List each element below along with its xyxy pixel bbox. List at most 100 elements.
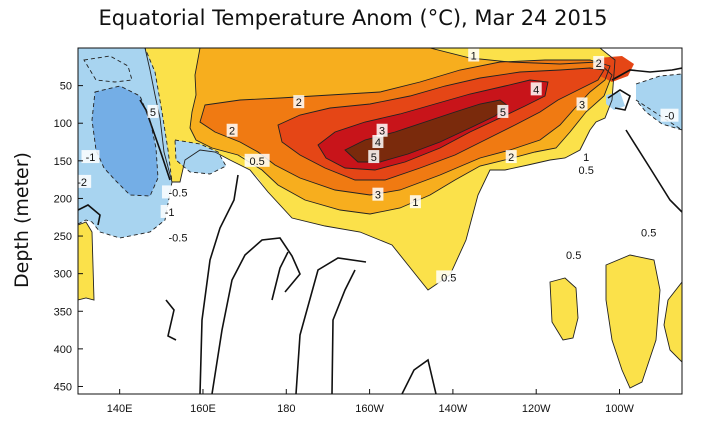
x-axis: 140E 160E 180 160W 140W 120W 100W	[107, 389, 634, 415]
contour-label-bg	[161, 185, 194, 199]
contour-label-text: 0.5	[566, 250, 581, 262]
contour-label: 5	[147, 104, 159, 119]
y-tick-label: 400	[54, 344, 72, 356]
anomaly-region-pos-0.5	[78, 222, 94, 300]
contour-line	[174, 139, 227, 175]
contour-label: 4	[530, 82, 542, 96]
contour-label: -1	[81, 150, 100, 164]
y-tick-label: 450	[54, 381, 72, 393]
contour-label-text: 1	[583, 152, 589, 164]
zero-contour-line	[401, 358, 437, 394]
contour-label-bg	[372, 187, 384, 201]
y-tick-label: 350	[54, 306, 72, 318]
contour-label-bg	[368, 150, 380, 164]
contour-label-bg	[505, 150, 517, 164]
contour-label-bg	[580, 150, 592, 164]
contour-label: -0.5	[161, 185, 194, 199]
contour-label-bg	[226, 123, 238, 137]
zero-contour-line	[199, 174, 239, 394]
contour-label-bg	[636, 225, 662, 239]
contour-label-text: -2	[77, 177, 87, 189]
zero-contour-line	[607, 89, 631, 111]
contour-label: 4	[372, 135, 384, 149]
contour-label: 5	[368, 150, 380, 164]
contour-label-bg	[81, 150, 100, 164]
x-tick-label: 160W	[355, 403, 384, 415]
anomaly-region-pos-0.5	[550, 278, 578, 340]
contour-label: 5	[497, 104, 509, 119]
contour-line	[144, 48, 616, 291]
x-tick-label: 180	[277, 403, 295, 415]
contour-label: 2	[593, 56, 605, 70]
contour-line	[663, 281, 682, 363]
contour-label-text: 4	[533, 84, 539, 96]
contour-label-text: -1	[165, 207, 175, 219]
contour-label: 0.5	[436, 270, 462, 284]
contour-label: 0.5	[636, 225, 662, 239]
contour-label: 3	[576, 97, 588, 111]
contour-label-bg	[244, 153, 270, 167]
contour-label: 0.5	[561, 247, 587, 262]
contour-label-text: 1	[412, 197, 418, 209]
contour-label-bg	[497, 104, 509, 118]
x-tick-label: 100W	[605, 403, 634, 415]
contour-label-text: 5	[150, 107, 156, 119]
y-axis: 50 100 150 200 250 300 350 400 450	[54, 81, 83, 393]
zero-contour-line	[295, 257, 367, 394]
y-tick-label: 300	[54, 269, 72, 281]
contour-line	[549, 277, 579, 341]
x-tick-label: 140E	[107, 403, 133, 415]
contour-label-bg	[436, 270, 462, 284]
contour-label-text: -0	[665, 111, 675, 123]
zero-contour-line	[271, 251, 289, 301]
contour-label-text: 0.5	[579, 165, 594, 177]
contour-label-text: 3	[579, 99, 585, 111]
chart-title: Equatorial Temperature Anom (°C), Mar 24…	[98, 6, 608, 30]
contour-line	[78, 48, 173, 239]
contour-label: 2	[505, 150, 517, 164]
contour-line	[635, 73, 682, 131]
contour-label-bg	[530, 82, 542, 96]
y-tick-label: 250	[54, 231, 72, 243]
plot-frame	[77, 47, 683, 395]
contour-label-bg	[561, 247, 587, 261]
anomaly-region-pos-0.5	[606, 255, 660, 388]
contour-label-bg	[160, 204, 179, 218]
y-tick-label: 50	[60, 81, 72, 93]
y-tick-label: 150	[54, 156, 72, 168]
contour-label: -2	[77, 174, 92, 189]
contour-label: 0.5	[244, 153, 270, 168]
contour-label: -0.5	[161, 230, 194, 245]
contour-label-text: 2	[508, 152, 514, 164]
contour-label-text: -0.5	[168, 233, 187, 245]
zero-contour-line	[78, 204, 101, 226]
contour-label-text: 0.5	[249, 156, 264, 168]
contour-label-text: 2	[296, 97, 302, 109]
contour-label-text: -1	[86, 152, 96, 164]
contour-label-bg	[372, 135, 384, 149]
contour-label: 1	[468, 48, 480, 63]
contour-line	[78, 221, 95, 301]
contour-label-bg	[660, 108, 679, 122]
contour-label-bg	[376, 123, 388, 137]
contour-label: 1	[409, 195, 421, 209]
contour-label: 2	[293, 95, 305, 109]
contour-label-text: 0.5	[441, 272, 456, 284]
x-tick-label: 120W	[522, 403, 551, 415]
contour-label: 1	[580, 150, 592, 164]
zero-contour-line	[139, 99, 171, 181]
contour-label: 2	[226, 123, 238, 138]
contour-label-bg	[293, 95, 305, 109]
contour-label: -0	[660, 108, 679, 123]
contour-line	[277, 67, 605, 181]
x-tick-label: 140W	[439, 403, 468, 415]
negative-contours	[78, 48, 682, 239]
contour-label-text: 2	[596, 58, 602, 70]
contour-label-text: -0.5	[168, 187, 187, 199]
contour-line	[189, 48, 613, 215]
contour-label-text: 0.5	[641, 227, 656, 239]
anomaly-region-pos-5	[345, 100, 508, 162]
contour-label-bg	[147, 104, 159, 118]
